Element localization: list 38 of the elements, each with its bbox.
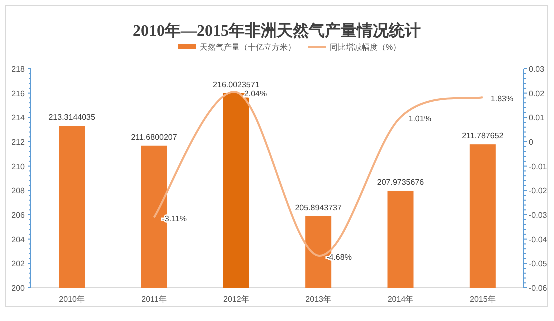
y2-tick-label: 0.02	[529, 89, 546, 98]
y-tick-label: 206	[12, 211, 26, 220]
y2-tick-label: 0.01	[529, 114, 546, 123]
chart-title: 2010年—2015年非洲天然气产量情况统计	[133, 22, 421, 40]
legend-label: 同比增减幅度（%）	[330, 43, 402, 52]
y-tick-label: 202	[12, 260, 26, 269]
y2-tick-label: -0.05	[529, 260, 548, 269]
y2-tick-label: -0.03	[529, 211, 548, 220]
y2-tick-label: -0.04	[529, 235, 548, 244]
y2-tick-label: 0	[529, 138, 534, 147]
data-label: 213.3144035	[48, 113, 96, 122]
x-tick-label: 2015年	[470, 295, 496, 304]
x-tick-label: 2014年	[388, 295, 414, 304]
data-label: 211.6800207	[131, 132, 178, 142]
data-label: 2.04%	[244, 89, 268, 98]
data-label: 211.787652	[462, 132, 504, 141]
y2-tick-label: -0.06	[529, 284, 548, 293]
y2-tick-label: -0.02	[529, 186, 548, 196]
data-label: 216.0023571	[213, 80, 260, 90]
y-tick-label: 216	[12, 89, 26, 98]
legend-label: 天然气产量（十亿立方米）	[200, 43, 296, 52]
x-tick-label: 2013年	[306, 295, 332, 304]
y-tick-label: 208	[12, 186, 26, 196]
data-label: 1.01%	[408, 114, 432, 124]
data-label: 207.9735676	[377, 178, 425, 187]
y2-tick-label: 0.03	[529, 65, 546, 74]
y-tick-label: 214	[12, 114, 26, 123]
y-tick-label: 218	[12, 65, 26, 74]
x-tick-label: 2010年	[59, 295, 85, 304]
y-tick-label: 204	[12, 235, 26, 244]
y2-tick-label: -0.01	[529, 162, 548, 172]
x-tick-label: 2012年	[224, 295, 250, 304]
x-tick-label: 2011年	[142, 295, 167, 304]
data-label: 205.8943737	[295, 203, 342, 212]
data-label: 1.83%	[490, 94, 514, 104]
y-tick-label: 200	[12, 284, 26, 293]
y-tick-label: 212	[12, 138, 26, 147]
y-tick-label: 210	[12, 162, 26, 172]
